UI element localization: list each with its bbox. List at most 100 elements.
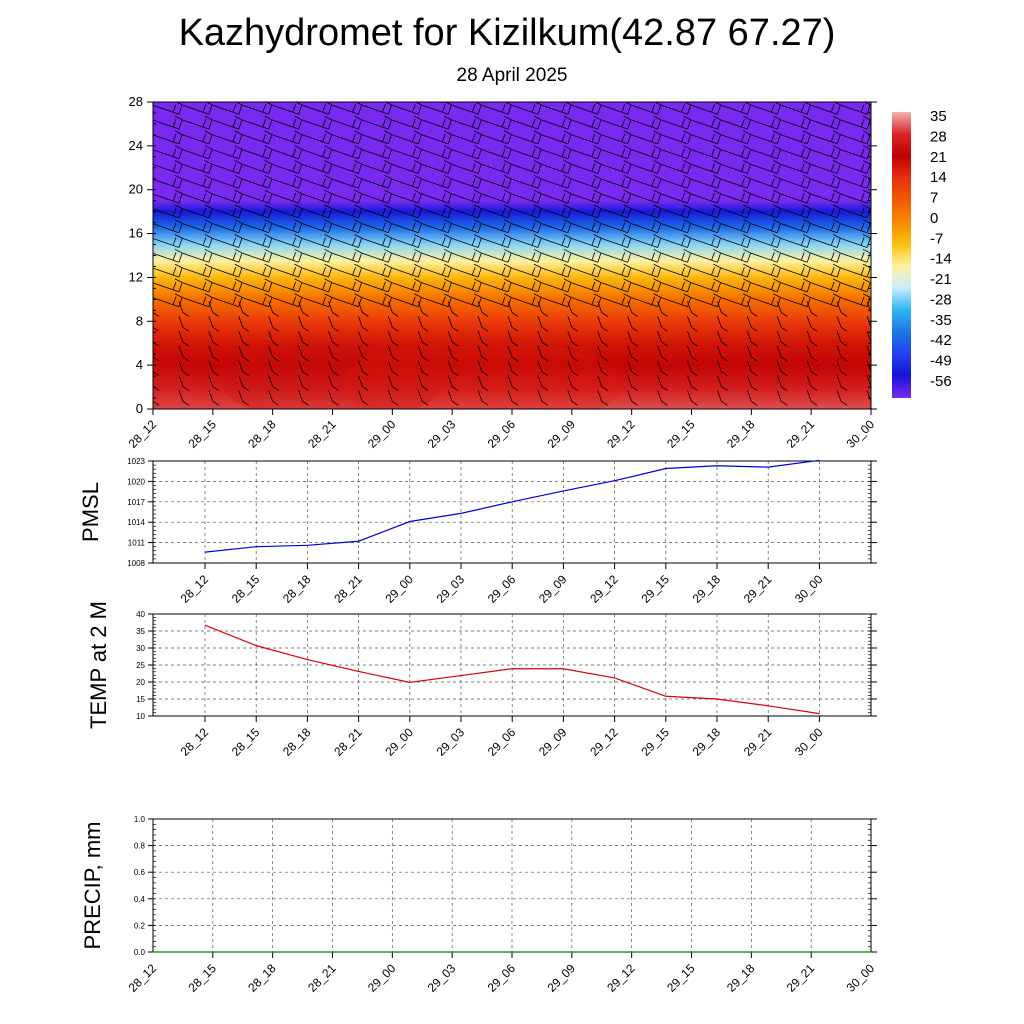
wind-barb xyxy=(862,115,871,121)
x-tick-label: 29_03 xyxy=(434,725,468,759)
wind-barb xyxy=(354,189,392,204)
wind-barb xyxy=(204,278,243,293)
wind-barb xyxy=(294,204,332,219)
wind-barb xyxy=(264,263,303,278)
wind-barb xyxy=(653,145,691,160)
wind-barb xyxy=(563,204,602,219)
wind-barb xyxy=(832,278,871,293)
wind-barb xyxy=(298,375,309,391)
wind-barb xyxy=(174,160,213,174)
wind-barb xyxy=(657,316,668,332)
wind-barb xyxy=(862,248,871,254)
wind-barb xyxy=(746,330,758,347)
wind-barb xyxy=(417,360,429,377)
y-tick-label: 4 xyxy=(136,357,143,372)
wind-barb xyxy=(264,248,303,263)
wind-barb xyxy=(294,115,332,130)
wind-barb xyxy=(684,102,721,115)
y-tick-label: 24 xyxy=(129,138,143,153)
wind-barb xyxy=(773,219,811,234)
wind-barb xyxy=(866,316,871,328)
wind-barb xyxy=(743,102,781,115)
wind-barb xyxy=(443,278,482,293)
wind-barb xyxy=(234,234,273,248)
wind-barb xyxy=(653,189,691,204)
y-tick-label: 0.2 xyxy=(134,921,146,930)
wind-barb xyxy=(717,360,728,377)
wind-barb xyxy=(563,278,602,293)
wind-barb xyxy=(294,189,332,204)
wind-barb xyxy=(836,330,848,347)
wind-barb xyxy=(597,345,608,362)
y-tick-label: 28 xyxy=(129,94,143,109)
wind-barb xyxy=(713,263,751,278)
wind-barb xyxy=(503,248,542,263)
wind-barb xyxy=(746,390,758,406)
wind-barb xyxy=(153,326,160,332)
wind-barb xyxy=(802,115,841,130)
wind-barb xyxy=(683,278,721,293)
wind-barb xyxy=(178,330,190,347)
colorbar-label: 28 xyxy=(930,128,947,145)
wind-barb xyxy=(354,293,392,308)
x-tick-label: 28_21 xyxy=(331,725,365,759)
wind-barb xyxy=(204,145,243,160)
wind-barb xyxy=(537,316,549,332)
wind-barb xyxy=(414,115,452,130)
wind-barb xyxy=(806,301,818,317)
temperature-cross-section: 0 4 8 12 16 20 24 28 28_12 28_15 28_18 28_21 29_00 29… xyxy=(126,94,952,451)
wind-barb xyxy=(354,130,392,145)
wind-barb xyxy=(264,278,303,293)
colorbar-label: -28 xyxy=(930,291,952,308)
wind-barb xyxy=(204,115,243,130)
wind-barb xyxy=(597,390,608,406)
wind-barb xyxy=(178,345,190,362)
wind-barb xyxy=(623,278,662,293)
wind-barb xyxy=(264,204,303,219)
wind-barb xyxy=(174,115,213,130)
wind-barb xyxy=(477,316,489,332)
wind-barb xyxy=(832,160,871,174)
y-axis-label: TEMP at 2 M xyxy=(86,601,111,729)
wind-barb xyxy=(627,390,638,406)
x-tick-label: 29_21 xyxy=(741,725,775,759)
wind-barb xyxy=(593,234,632,248)
wind-barb xyxy=(153,252,183,263)
wind-barb xyxy=(414,102,452,115)
wind-barb xyxy=(533,189,572,204)
wind-barb xyxy=(443,115,482,130)
wind-barb xyxy=(627,330,638,347)
wind-barb xyxy=(174,293,213,308)
wind-barb xyxy=(503,145,542,160)
wind-barb xyxy=(623,204,662,219)
wind-barb xyxy=(773,204,811,219)
x-tick-label: 30_00 xyxy=(844,961,878,995)
wind-barb xyxy=(653,248,691,263)
wind-barb xyxy=(208,330,220,347)
wind-barb xyxy=(387,330,399,347)
wind-barb xyxy=(384,174,422,189)
wind-barb xyxy=(593,204,632,219)
wind-barb xyxy=(773,248,811,263)
wind-barb xyxy=(802,248,841,263)
wind-barb xyxy=(743,115,781,130)
wind-barb xyxy=(863,102,871,106)
wind-barb xyxy=(832,248,871,263)
wind-barb xyxy=(537,375,549,391)
wind-barb xyxy=(866,345,871,358)
wind-barb xyxy=(294,278,332,293)
wind-barb xyxy=(746,375,758,391)
wind-barb xyxy=(174,174,213,189)
wind-barb xyxy=(268,316,279,332)
wind-barb xyxy=(563,145,602,160)
wind-barb xyxy=(836,316,848,332)
wind-barb xyxy=(447,390,459,406)
wind-barb xyxy=(687,301,698,317)
y-tick-label: 1008 xyxy=(127,559,145,568)
wind-barb xyxy=(414,219,452,234)
wind-barb xyxy=(264,130,303,145)
wind-barb xyxy=(354,160,392,174)
wind-barb xyxy=(324,174,362,189)
wind-barb xyxy=(623,189,662,204)
